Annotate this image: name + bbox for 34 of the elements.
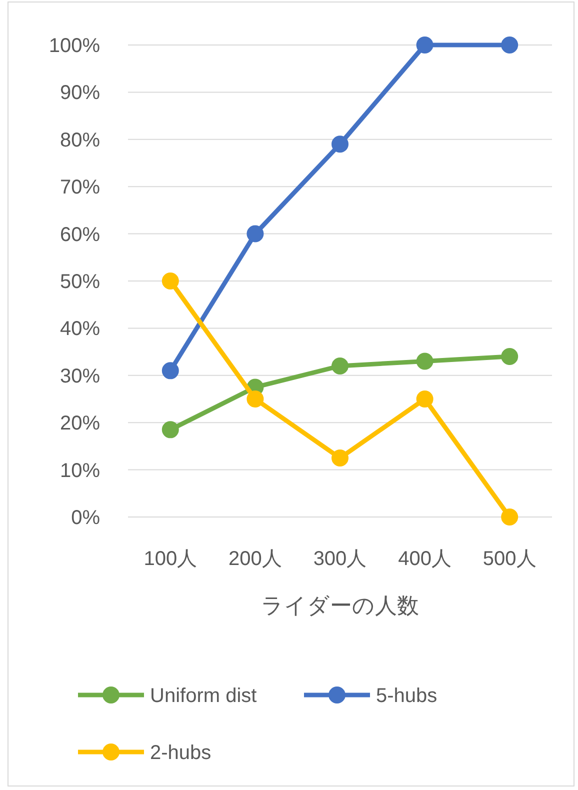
x-tick-label: 100人 xyxy=(144,548,198,570)
x-axis-title: ライダーの人数 xyxy=(261,593,419,618)
point xyxy=(332,450,348,466)
x-tick-label: 400人 xyxy=(398,548,452,570)
point xyxy=(501,508,518,526)
legend-label: Uniform dist xyxy=(150,685,258,707)
y-tick-label: 70% xyxy=(60,176,100,199)
y-tick-label: 50% xyxy=(60,271,100,293)
point xyxy=(416,390,434,408)
x-tick-label: 300人 xyxy=(313,548,367,570)
y-tick-label: 60% xyxy=(60,224,100,246)
point xyxy=(162,272,179,290)
y-tick-label: 10% xyxy=(60,460,100,482)
y-tick-label: 90% xyxy=(60,82,100,104)
point xyxy=(501,36,518,54)
point xyxy=(416,352,434,370)
y-tick-label: 0% xyxy=(71,507,100,529)
y-tick-label: 100% xyxy=(48,35,100,57)
point xyxy=(246,390,264,408)
y-tick-label: 30% xyxy=(60,365,100,388)
point xyxy=(162,421,179,438)
y-tick-label: 80% xyxy=(60,129,100,152)
point xyxy=(332,136,348,153)
point xyxy=(332,357,348,374)
y-tick-label: 20% xyxy=(60,412,100,435)
point xyxy=(501,348,518,366)
point xyxy=(246,225,264,242)
x-tick-label: 200人 xyxy=(228,548,282,570)
y-tick-label: 40% xyxy=(60,318,100,340)
legend-label: 2-hubs xyxy=(150,742,212,764)
point xyxy=(162,362,179,380)
legend-label: 5-hubs xyxy=(376,685,438,707)
point xyxy=(416,36,434,54)
x-tick-label: 500人 xyxy=(482,548,536,570)
